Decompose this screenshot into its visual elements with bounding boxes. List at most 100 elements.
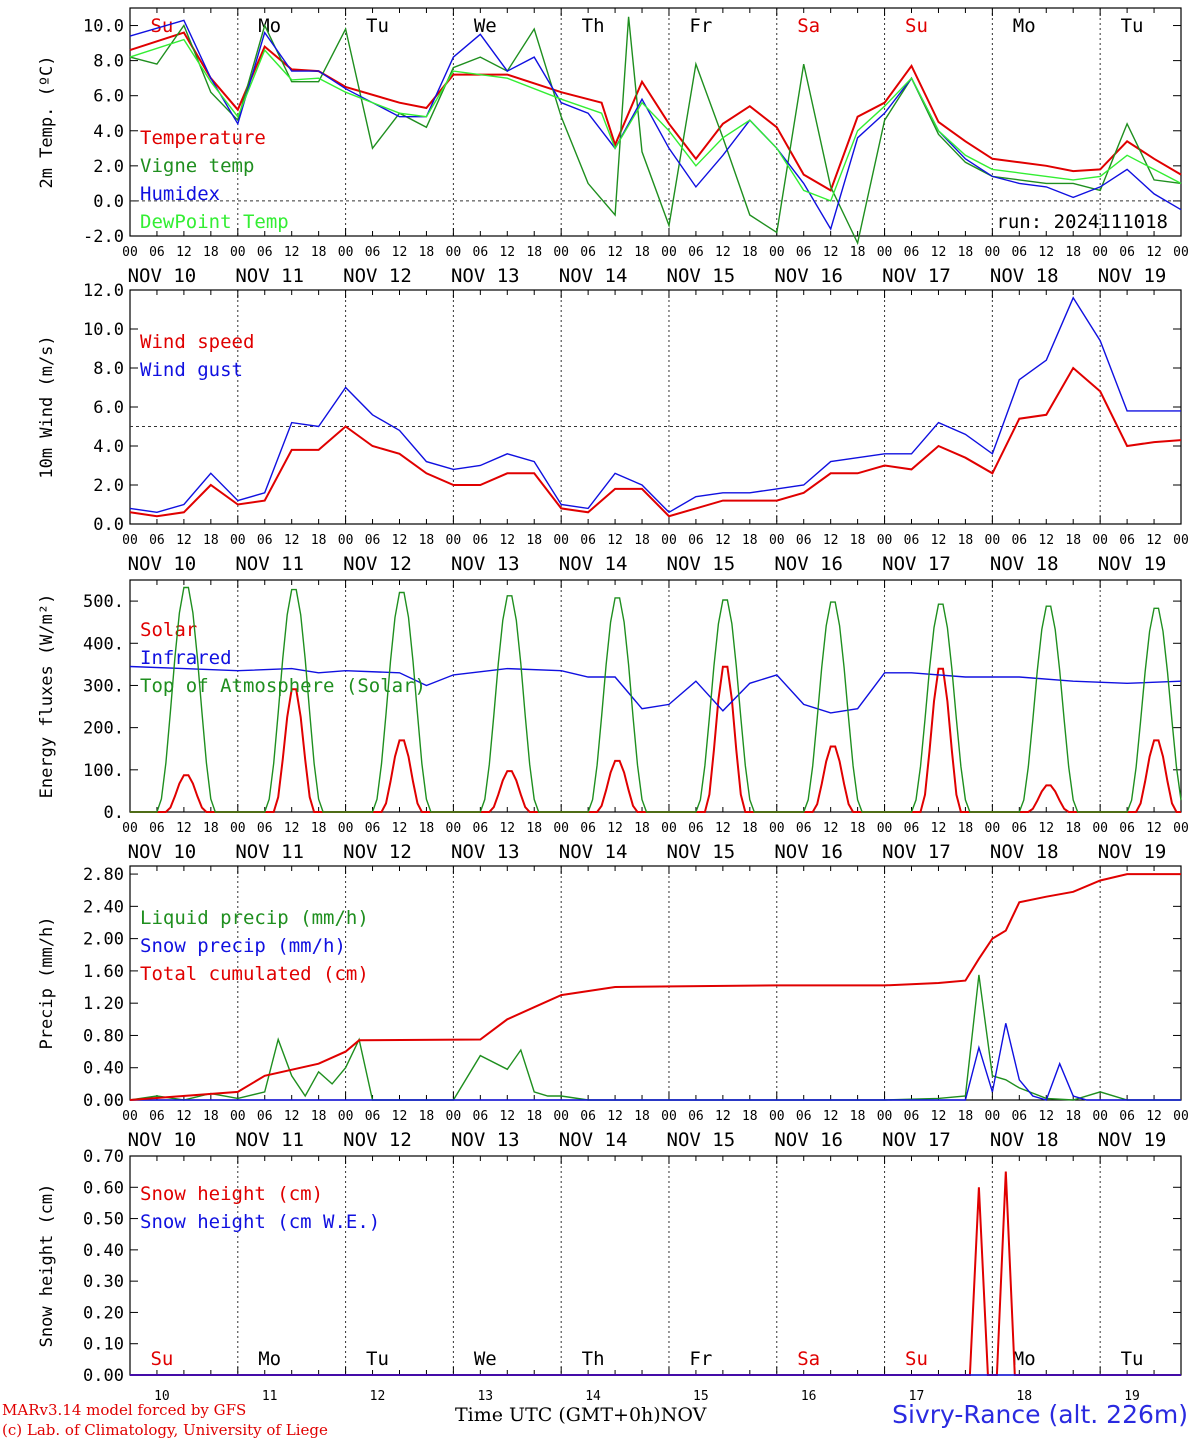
hour-tick-label: 06 [473,1109,489,1124]
legend-entry: Snow precip (mm/h) [140,935,346,957]
legend-entry: DewPoint Temp [140,211,289,233]
hour-tick-label: 12 [392,533,408,548]
time-axis-title: Time UTC (GMT+0h) [455,1404,661,1426]
hour-tick-label: 00 [230,1109,246,1124]
hour-tick-label: 00 [446,245,462,260]
y-tick-label: 200. [83,719,124,739]
hour-tick-label: 12 [1146,533,1162,548]
hour-tick-label: 18 [526,821,542,836]
footer-lab: (c) Lab. of Climatology, University of L… [2,1421,328,1439]
hour-tick-label: 18 [850,821,866,836]
hour-tick-label: 12 [499,821,515,836]
hour-tick-label: 18 [1065,1109,1081,1124]
hour-tick-label: 12 [284,1109,300,1124]
time-axis-unit: NOV [660,1404,707,1426]
legend-entry: Infrared [140,647,232,669]
hour-tick-label: 12 [931,1109,947,1124]
weekday-label: Tu [1121,15,1144,37]
hour-tick-label: 00 [661,533,677,548]
hour-tick-label: 12 [392,1109,408,1124]
weekday-label: Fr [689,1348,712,1370]
hour-tick-label: 06 [904,821,920,836]
y-tick-label: 2.80 [83,865,124,885]
hour-tick-label: 00 [338,245,354,260]
hour-tick-label: 18 [958,1109,974,1124]
hour-tick-label: 12 [607,1109,623,1124]
date-label: NOV 19 [1098,1129,1167,1151]
y-tick-label: 500. [83,592,124,612]
hour-tick-label: 18 [1065,533,1081,548]
legend-entry: Top of Atmosphere (Solar) [140,675,426,697]
hour-tick-label: 00 [769,533,785,548]
hour-tick-label: 00 [338,533,354,548]
y-tick-label: 0. [104,803,124,823]
hour-tick-label: 00 [122,245,138,260]
weekday-label: Tu [366,15,389,37]
hour-tick-label: 18 [419,821,435,836]
weekday-label: Su [905,1348,928,1370]
legend-entry: Snow height (cm W.E.) [140,1211,380,1233]
legend-entry: Vigne temp [140,155,254,177]
y-tick-label: 6.0 [93,398,124,418]
date-label: NOV 16 [774,1129,843,1151]
date-label: NOV 11 [235,841,304,863]
hour-tick-label: 00 [230,533,246,548]
hour-tick-label: 12 [1038,245,1054,260]
hour-tick-label: 00 [985,1109,1001,1124]
hour-tick-label: 18 [1065,821,1081,836]
hour-tick-label: 06 [1011,533,1027,548]
date-label: NOV 14 [559,553,628,575]
date-label: NOV 19 [1098,265,1167,287]
hour-tick-label: 00 [553,533,569,548]
hour-tick-label: 06 [149,245,165,260]
legend-entry: Temperature [140,127,266,149]
credits: MARv3.14 model forced by GFS (c) Lab. of… [2,1400,328,1440]
hour-tick-label: 06 [688,1109,704,1124]
hour-tick-label: 00 [553,245,569,260]
hour-tick-label: 18 [958,533,974,548]
hour-tick-label: 06 [904,245,920,260]
hour-tick-label: 18 [419,245,435,260]
y-tick-label: 1.20 [83,994,124,1014]
y-tick-label: 0.60 [83,1178,124,1198]
date-label: NOV 14 [559,265,628,287]
hour-tick-label: 00 [230,821,246,836]
date-label: NOV 15 [667,553,736,575]
hour-tick-label: 00 [1092,821,1108,836]
hour-tick-label: 12 [176,1109,192,1124]
hour-tick-label: 18 [742,821,758,836]
weekday-label: Sa [797,15,820,37]
hour-tick-label: 18 [203,1109,219,1124]
y-tick-label: 300. [83,676,124,696]
hour-tick-label: 12 [931,245,947,260]
date-label: NOV 14 [559,1129,628,1151]
date-label: NOV 19 [1098,841,1167,863]
hour-tick-label: 18 [742,533,758,548]
hour-tick-label: 06 [257,1109,273,1124]
hour-tick-label: 12 [499,1109,515,1124]
hour-tick-label: 12 [284,245,300,260]
hour-tick-label: 06 [688,245,704,260]
date-label: NOV 17 [882,841,951,863]
hour-tick-label: 12 [499,245,515,260]
y-axis-label: 2m Temp. (ºC) [37,55,57,188]
day-number-label: 10 [154,1389,170,1404]
hour-tick-label: 12 [715,1109,731,1124]
hour-tick-label: 06 [796,533,812,548]
hour-tick-label: 00 [122,533,138,548]
hour-tick-label: 18 [634,533,650,548]
date-label: NOV 18 [990,553,1059,575]
hour-tick-label: 18 [526,533,542,548]
y-tick-label: 4.0 [93,437,124,457]
hour-tick-label: 00 [661,245,677,260]
date-label: NOV 18 [990,1129,1059,1151]
panel-5: 0.00 0.10 0.20 0.30 0.40 0.50 0.60 0.70 Snow hei… [37,1147,1182,1404]
hour-tick-label: 00 [446,821,462,836]
y-tick-label: 0.80 [83,1026,124,1046]
hour-tick-label: 12 [823,245,839,260]
series-line-2 [130,1023,1181,1101]
hour-tick-label: 06 [257,821,273,836]
y-axis-label: Snow height (cm) [37,1184,57,1348]
hour-tick-label: 18 [311,245,327,260]
